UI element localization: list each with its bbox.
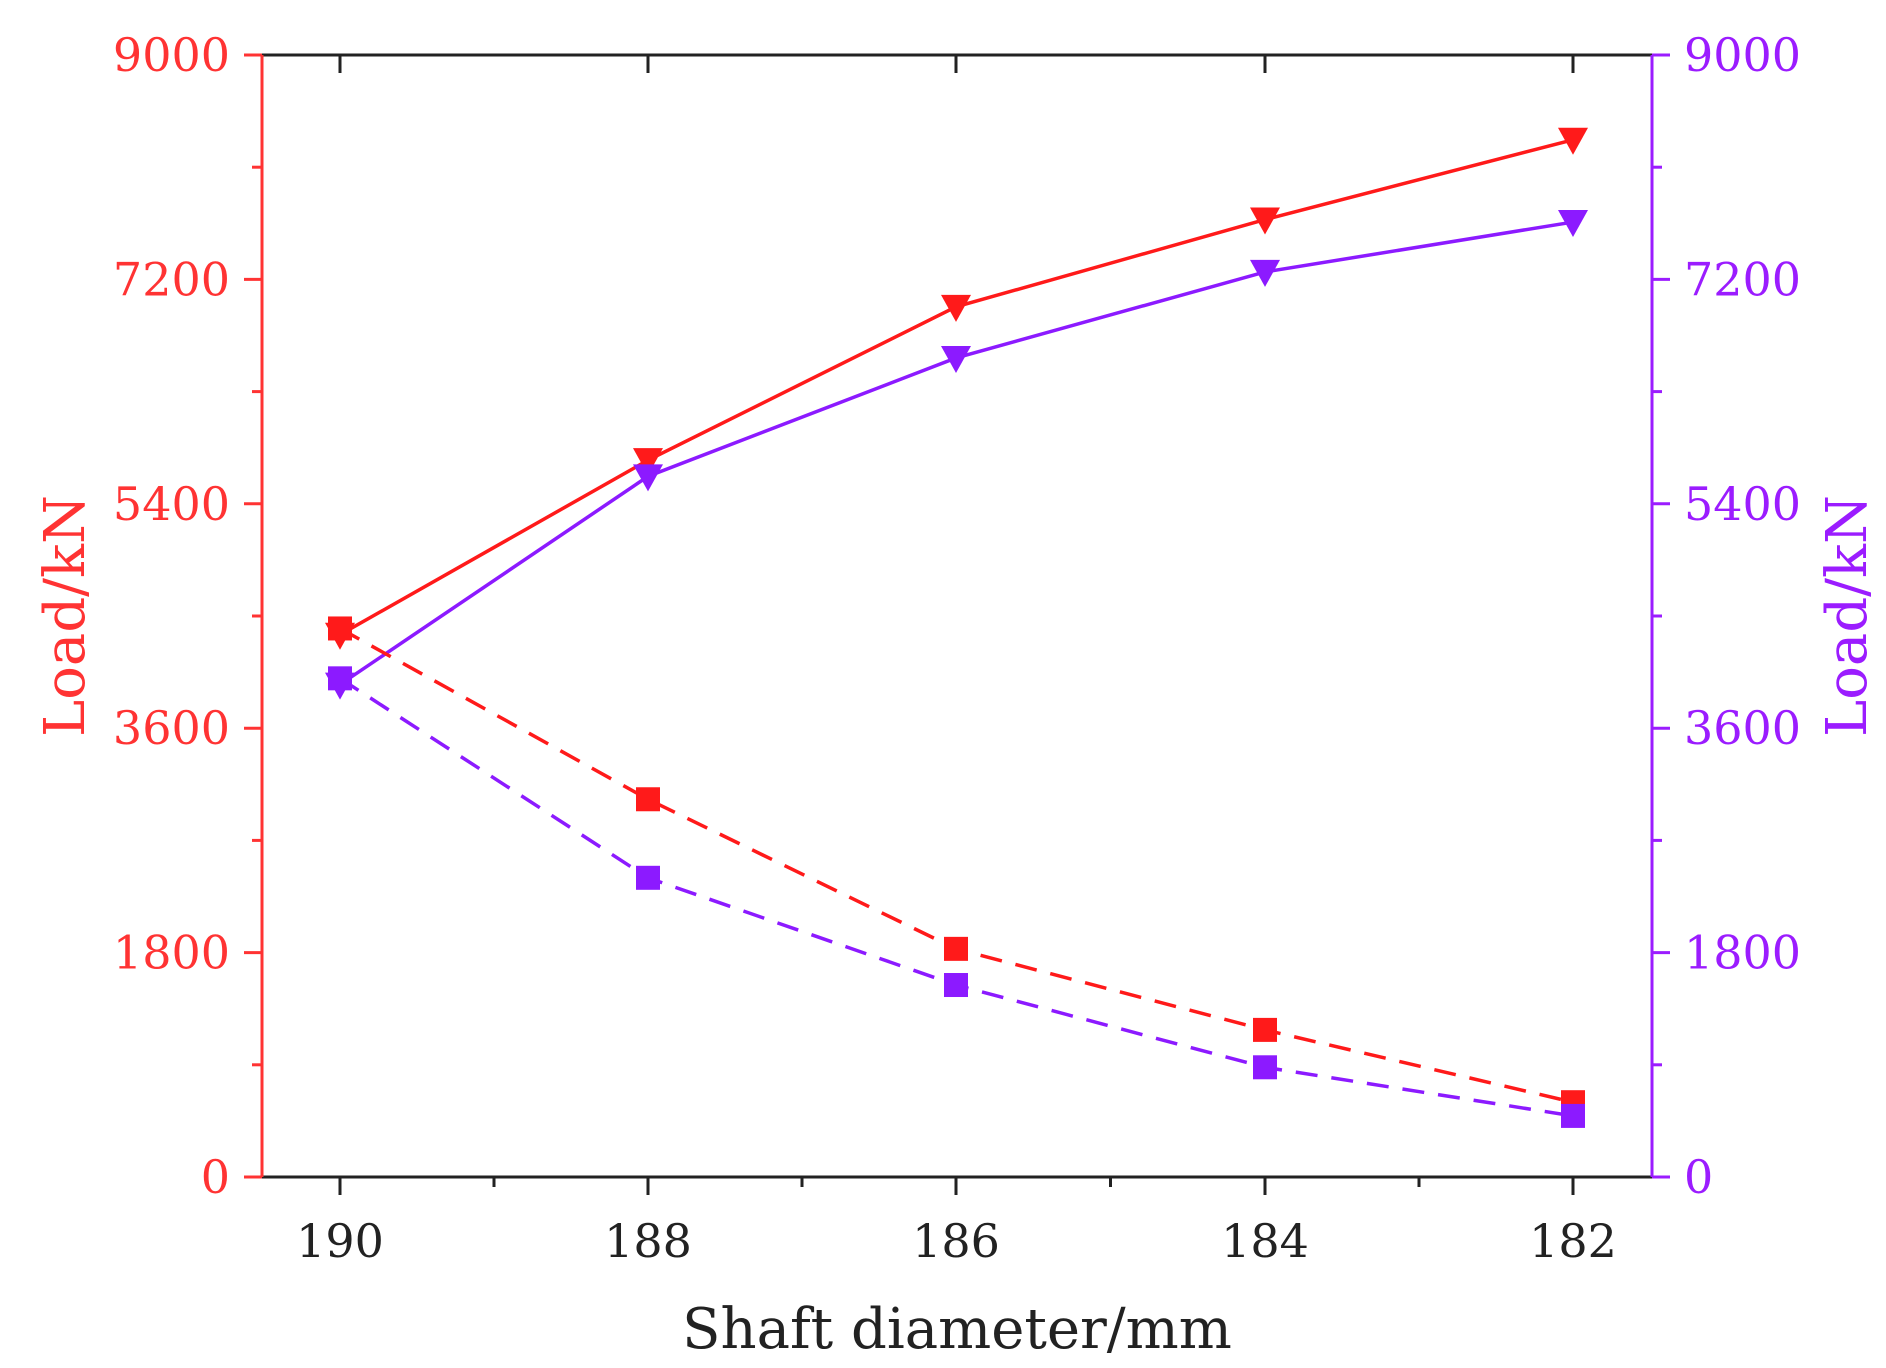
red-dashed-square-point bbox=[1253, 1017, 1277, 1042]
purple-dashed-square-point bbox=[1561, 1103, 1585, 1128]
purple-solid-triangle-point bbox=[633, 464, 663, 492]
tick-labels: 0 0 1800 1800 3600 3600 5400 5400 7200 7200 9000 90… bbox=[113, 28, 1801, 1268]
x-tick-label: 190 bbox=[296, 1214, 384, 1268]
y-left-tick-label: 5400 bbox=[113, 477, 230, 531]
red-solid-triangle-point bbox=[1558, 127, 1588, 155]
purple-dashed-square-point bbox=[944, 973, 968, 998]
y-left-tick-label: 7200 bbox=[113, 252, 230, 306]
purple-dashed-square-point bbox=[328, 666, 352, 691]
red-solid-triangle-point bbox=[633, 448, 663, 476]
y-left-tick-label: 9000 bbox=[113, 28, 230, 82]
red-dashed-square-point bbox=[944, 936, 968, 961]
y-axis-left-title: Load/kN bbox=[33, 495, 98, 737]
red-dashed-square-point bbox=[636, 787, 660, 812]
y-right-tick-label: 0 bbox=[1684, 1150, 1713, 1204]
purple-solid-triangle-point bbox=[1250, 259, 1280, 287]
y-axis-right-title: Load/kN bbox=[1815, 495, 1880, 737]
y-right-tick-label: 7200 bbox=[1684, 252, 1801, 306]
red-dashed-square-line bbox=[339, 626, 1574, 1104]
red-solid-triangle-point bbox=[941, 294, 971, 322]
red-solid-triangle-point bbox=[1250, 207, 1280, 235]
x-tick-label: 182 bbox=[1529, 1214, 1617, 1268]
purple-dashed-square-point bbox=[1253, 1055, 1277, 1080]
x-tick-label: 186 bbox=[912, 1214, 1000, 1268]
purple-solid-triangle-point bbox=[1558, 210, 1588, 238]
purple-solid-triangle-point bbox=[941, 345, 971, 373]
series-layer bbox=[325, 127, 1588, 1128]
y-right-tick-label: 1800 bbox=[1684, 926, 1801, 980]
y-left-tick-label: 0 bbox=[201, 1150, 230, 1204]
red-dashed-square-point bbox=[328, 616, 352, 641]
purple-solid-triangle-line bbox=[339, 220, 1574, 687]
purple-dashed-square-point bbox=[636, 865, 660, 890]
y-right-tick-label: 9000 bbox=[1684, 28, 1801, 82]
y-right-tick-label: 3600 bbox=[1684, 701, 1801, 755]
y-left-tick-label: 1800 bbox=[113, 926, 230, 980]
x-tick-label: 184 bbox=[1221, 1214, 1309, 1268]
plot-frame bbox=[260, 53, 1654, 1179]
y-right-tick-label: 5400 bbox=[1684, 477, 1801, 531]
axis-ticks bbox=[244, 53, 1670, 1195]
x-axis-title: Shaft diameter/mm bbox=[682, 1297, 1232, 1362]
purple-dashed-square-line bbox=[339, 676, 1574, 1118]
y-left-tick-label: 3600 bbox=[113, 701, 230, 755]
x-tick-label: 188 bbox=[604, 1214, 692, 1268]
